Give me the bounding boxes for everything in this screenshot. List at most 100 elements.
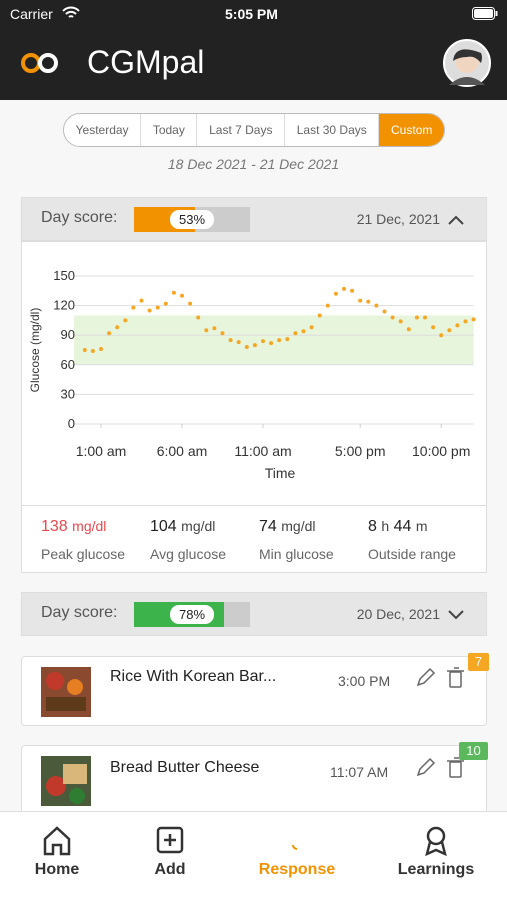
day-header[interactable]: Day score: 53% 21 Dec, 2021 — [21, 197, 487, 241]
tab[interactable]: Add — [107, 812, 233, 900]
glucose-point — [455, 323, 460, 328]
stat-unit: mg/dl — [72, 518, 107, 534]
glucose-point — [285, 337, 290, 342]
filter-option[interactable]: Last 7 Days — [197, 114, 286, 146]
glucose-point — [358, 298, 363, 303]
stat-value: 138 — [41, 518, 68, 535]
x-tick-label: 5:00 pm — [335, 443, 386, 459]
glucose-point — [317, 313, 322, 318]
glucose-point — [398, 319, 403, 324]
glucose-point — [325, 303, 330, 308]
meal-card[interactable]: Rice With Korean Bar... 3:00 PM — [21, 656, 487, 726]
filter-option[interactable]: Today — [141, 114, 198, 146]
glucose-point — [333, 291, 338, 296]
glucose-point — [342, 286, 346, 291]
stat-value: 74 — [259, 518, 277, 535]
glucose-point — [196, 315, 201, 320]
glucose-point — [115, 325, 120, 330]
glucose-point — [269, 341, 274, 346]
edit-delete[interactable] — [416, 757, 466, 779]
meal-name: Rice With Korean Bar... — [110, 668, 277, 685]
glucose-point — [147, 308, 152, 313]
clock: 5:05 PM — [225, 6, 278, 22]
day-card: 0 30 60 90 120 150 1:00 am 6:00 am 11:00 am 5:00 … — [21, 241, 487, 573]
glucose-point — [212, 326, 217, 331]
stat-unit: m — [415, 518, 428, 534]
glucose-point — [220, 331, 225, 336]
glucose-point — [123, 318, 128, 323]
stat-label: Min glucose — [259, 546, 334, 562]
tab-icon — [292, 844, 298, 850]
glucose-point — [366, 299, 371, 304]
meal-name: Bread Butter Cheese — [110, 759, 260, 776]
stat-unit: mg/dl — [281, 518, 316, 534]
tab-bar — [0, 811, 507, 900]
stat: 104 mg/dl Avg glucose — [150, 518, 226, 562]
glucose-point — [236, 340, 241, 345]
filter-option[interactable]: Last 30 Days — [285, 114, 380, 146]
x-tick-label: 6:00 am — [157, 443, 208, 459]
glucose-point — [163, 301, 168, 306]
tab[interactable]: Response — [234, 812, 360, 900]
meal-badge: 10 — [459, 742, 488, 760]
stat-value: 104 — [150, 518, 177, 535]
tab-label: Home — [34, 861, 80, 878]
meal-photo — [41, 756, 91, 806]
glucose-point — [252, 343, 257, 348]
glucose-point — [90, 348, 95, 353]
filter-option[interactable]: Yesterday — [64, 114, 142, 146]
glucose-point — [463, 319, 468, 324]
glucose-point — [139, 298, 144, 303]
glucose-point — [293, 331, 298, 336]
glucose-point — [171, 290, 176, 295]
glucose-point — [244, 345, 249, 350]
app-title: CGMpal — [87, 44, 205, 80]
edit-delete[interactable] — [416, 667, 466, 689]
glucose-point — [471, 317, 476, 322]
glucose-point — [107, 331, 112, 336]
stat: 8 h 44 m Outside range — [368, 518, 456, 562]
glucose-point — [82, 348, 87, 352]
glucose-point — [180, 293, 184, 298]
score-label: 78% — [170, 605, 214, 624]
glucose-point — [414, 315, 419, 320]
glucose-point — [155, 305, 160, 310]
glucose-point — [382, 309, 387, 314]
day-date: 21 Dec, 2021 — [356, 211, 440, 227]
stat-label: Avg glucose — [150, 546, 227, 562]
meal-badge: 7 — [468, 653, 489, 671]
stat-unit: h — [381, 518, 390, 534]
score-track: 53% — [134, 207, 250, 232]
stat-label: Outside range — [368, 546, 456, 562]
score-label: 53% — [170, 210, 214, 229]
x-tick-label: 1:00 am — [76, 443, 127, 459]
stat-value: 44 — [393, 518, 412, 535]
stat-label: Peak glucose — [41, 546, 126, 562]
tab-label: Learnings — [397, 861, 475, 878]
glucose-point — [447, 328, 452, 333]
glucose-point — [301, 329, 306, 334]
stat: 74 mg/dl Min glucose — [259, 518, 334, 562]
tab[interactable]: Learnings — [373, 812, 499, 900]
chevron[interactable] — [448, 610, 464, 620]
y-tick-label: 120 — [53, 298, 75, 313]
x-tick-label: 11:00 am — [234, 443, 291, 459]
avatar[interactable] — [443, 39, 491, 87]
filter-option[interactable]: Custom — [379, 114, 444, 146]
meal-photo — [41, 667, 91, 717]
tab-icon — [156, 826, 184, 854]
glucose-point — [423, 315, 427, 320]
tab[interactable]: Home — [0, 812, 120, 900]
day-header[interactable]: Day score: 78% 20 Dec, 2021 — [21, 592, 487, 636]
y-tick-label: 60 — [61, 357, 75, 372]
glucose-point — [431, 325, 436, 330]
date-range: 18 Dec 2021 - 21 Dec 2021 — [167, 156, 340, 172]
battery-icon — [472, 7, 498, 20]
glucose-point — [261, 339, 265, 344]
tab-icon — [43, 826, 71, 856]
chevron[interactable] — [448, 215, 464, 225]
y-tick-label: 0 — [68, 416, 75, 431]
glucose-point — [374, 303, 379, 308]
target-band — [74, 315, 474, 365]
